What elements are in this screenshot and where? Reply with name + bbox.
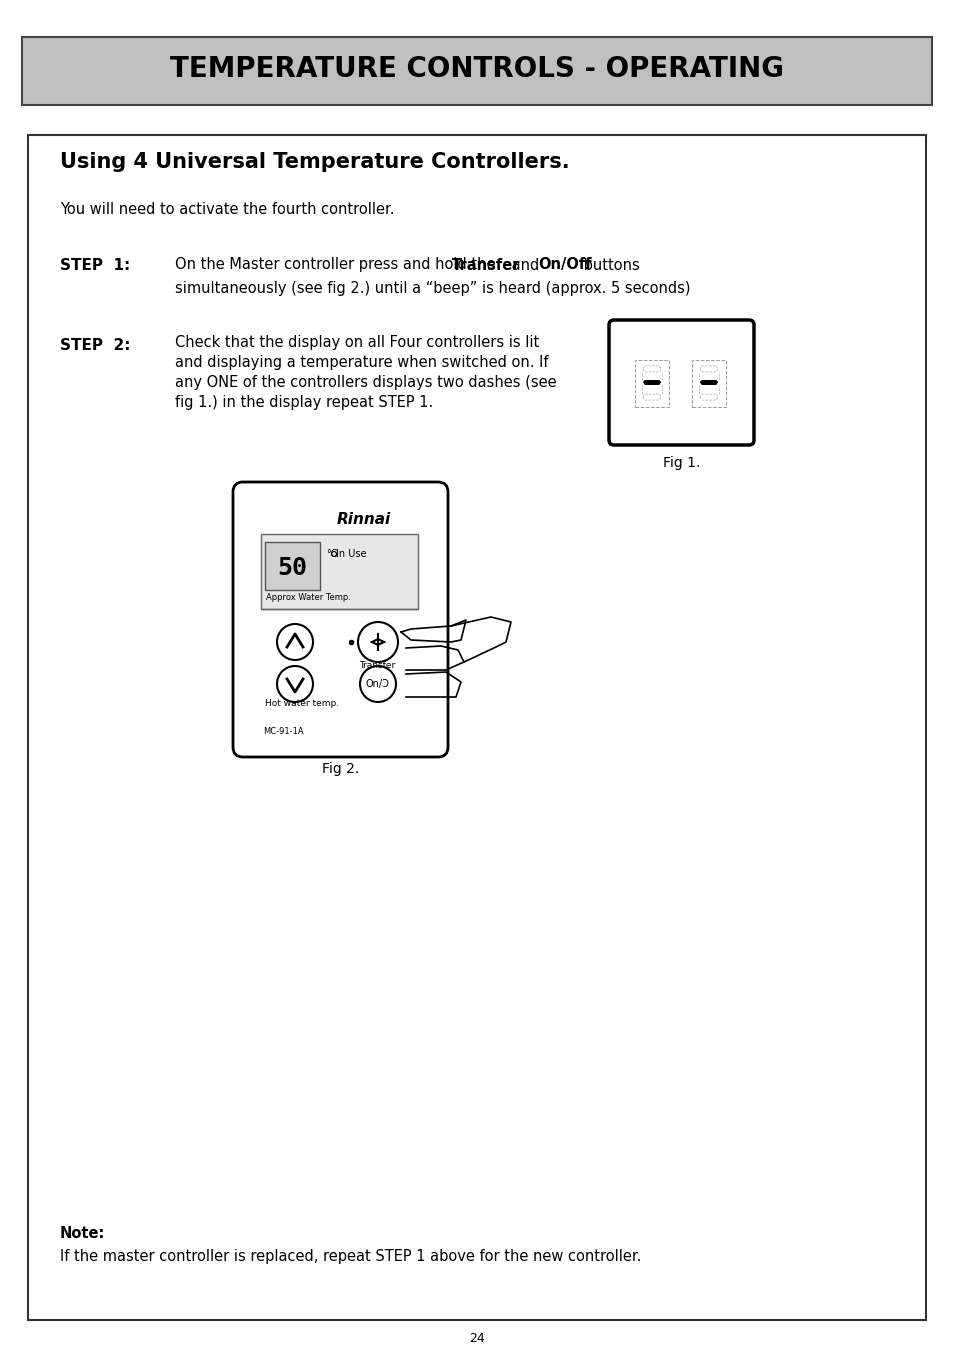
Text: fig 1.) in the display repeat STEP 1.: fig 1.) in the display repeat STEP 1. [174, 394, 433, 409]
Text: STEP  2:: STEP 2: [60, 338, 131, 353]
Text: and: and [506, 258, 543, 273]
Text: simultaneously (see fig 2.) until a “beep” is heard (approx. 5 seconds): simultaneously (see fig 2.) until a “bee… [174, 281, 690, 296]
Text: On the Master controller press and hold the: On the Master controller press and hold … [174, 258, 499, 273]
Text: Check that the display on all Four controllers is lit: Check that the display on all Four contr… [174, 335, 538, 350]
Text: and displaying a temperature when switched on. If: and displaying a temperature when switch… [174, 354, 548, 370]
Text: Fig 1.: Fig 1. [662, 457, 700, 470]
Text: Approx Water Temp.: Approx Water Temp. [266, 593, 351, 603]
Polygon shape [642, 380, 660, 385]
FancyBboxPatch shape [233, 482, 448, 757]
Polygon shape [700, 380, 718, 385]
Circle shape [357, 621, 397, 662]
Circle shape [276, 666, 313, 703]
Text: Hot water temp.: Hot water temp. [265, 700, 338, 708]
FancyBboxPatch shape [691, 359, 725, 407]
Text: You will need to activate the fourth controller.: You will need to activate the fourth con… [60, 203, 395, 218]
FancyBboxPatch shape [635, 359, 668, 407]
Text: STEP  1:: STEP 1: [60, 258, 131, 273]
Text: Transfer: Transfer [358, 662, 395, 670]
Bar [265, 542, 319, 590]
Text: In Use: In Use [335, 549, 366, 559]
Text: Fig 2.: Fig 2. [321, 762, 358, 775]
Text: buttons: buttons [578, 258, 639, 273]
Text: On/Off: On/Off [537, 258, 591, 273]
Text: any ONE of the controllers displays two dashes (see: any ONE of the controllers displays two … [174, 374, 556, 389]
Text: Note:: Note: [60, 1225, 105, 1240]
Text: If the master controller is replaced, repeat STEP 1 above for the new controller: If the master controller is replaced, re… [60, 1248, 640, 1263]
Text: MC-91-1A: MC-91-1A [263, 727, 303, 736]
Circle shape [276, 624, 313, 661]
Circle shape [359, 666, 395, 703]
Bar [261, 534, 417, 609]
Text: Transfer: Transfer [452, 258, 520, 273]
Bar [28, 135, 925, 1320]
Bar [22, 36, 931, 105]
Text: Using 4 Universal Temperature Controllers.: Using 4 Universal Temperature Controller… [60, 153, 569, 172]
Text: On/Ɔ: On/Ɔ [366, 680, 390, 689]
Text: Rinnai: Rinnai [336, 512, 391, 527]
Text: 50: 50 [277, 557, 307, 580]
Text: °C: °C [326, 549, 337, 559]
FancyBboxPatch shape [608, 320, 753, 444]
Text: 24: 24 [469, 1332, 484, 1344]
Text: TEMPERATURE CONTROLS - OPERATING: TEMPERATURE CONTROLS - OPERATING [170, 55, 783, 82]
